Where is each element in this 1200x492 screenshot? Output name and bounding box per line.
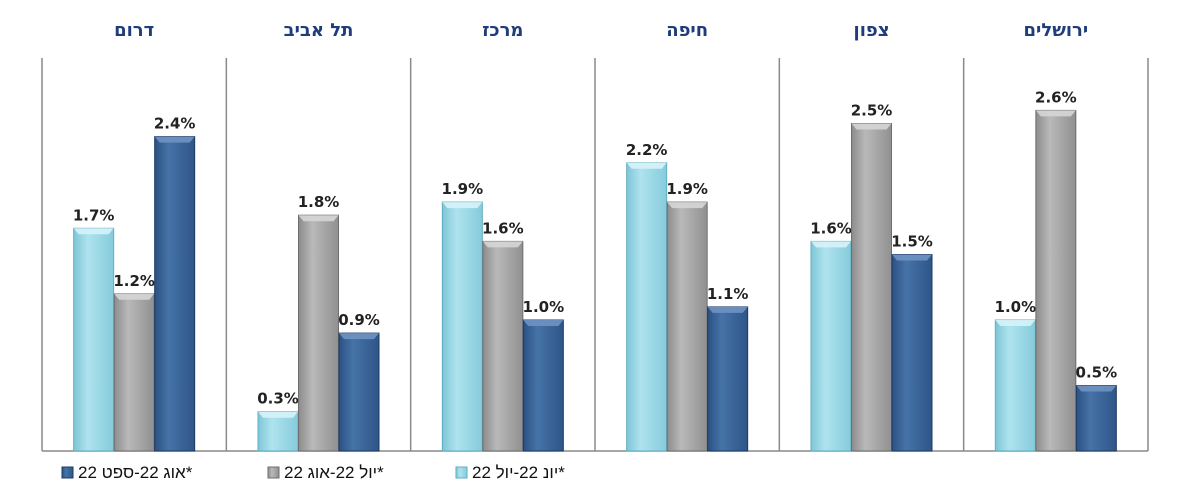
bar-cap [811, 241, 851, 248]
bar-body [851, 123, 892, 452]
legend-swatch [61, 466, 74, 479]
bar [522, 319, 564, 452]
data-label: 0.5% [1076, 364, 1118, 382]
bar-cap [995, 320, 1036, 326]
category-title: תל אביב [284, 20, 354, 41]
legend-item: יונ 22-יול 22* [455, 463, 565, 482]
bar [810, 240, 852, 452]
bar-body [891, 254, 933, 452]
bar-cap [626, 162, 667, 169]
bar [298, 214, 339, 452]
category-title: דרום [114, 20, 154, 41]
category-title: ירושלים [1023, 20, 1088, 41]
data-label: 2.6% [1035, 88, 1077, 106]
bar-body [666, 201, 708, 452]
bar-cap [258, 411, 298, 418]
bar [113, 293, 155, 452]
category-title: חיפה [666, 20, 708, 41]
legend-label: יול 22-אוג 22* [284, 463, 384, 482]
bar-body [626, 162, 668, 452]
bar-cap [667, 202, 708, 209]
bar-body [707, 306, 749, 452]
bar [1075, 385, 1117, 452]
bar [338, 332, 380, 452]
bar [1035, 109, 1077, 452]
bar-body [482, 240, 524, 452]
legend-item: אוג 22-ספט 22* [61, 463, 193, 482]
data-label: 1.0% [523, 298, 565, 316]
category-title: צפון [854, 20, 890, 41]
data-label: 2.2% [626, 141, 668, 159]
bar-cap [114, 293, 155, 300]
bar-cap [482, 241, 523, 248]
bar-cap [851, 123, 892, 130]
data-label: 0.9% [338, 311, 380, 329]
bar [441, 201, 483, 452]
bar-cap [1035, 110, 1076, 117]
legend-label: אוג 22-ספט 22* [78, 463, 193, 482]
bar-body [441, 201, 483, 452]
data-label: 2.5% [851, 102, 893, 120]
legend-item: יול 22-אוג 22* [267, 463, 384, 482]
category-title: מרכז [482, 20, 523, 41]
bar [626, 162, 668, 452]
bar-cap [154, 136, 195, 143]
bar [257, 411, 299, 452]
bar-body [1075, 385, 1117, 452]
data-label: 1.8% [298, 193, 340, 211]
bar-body [154, 136, 196, 452]
data-label: 1.6% [482, 219, 524, 237]
plot-area: ירושלים 1.0% 2.6% 0.5% צפון 1.6% 2.5% 1.5% חיפה 2… [41, 20, 1149, 452]
bar-cap [523, 320, 564, 326]
bar [666, 201, 708, 452]
bar-body [1035, 109, 1077, 452]
bar-cap [892, 254, 932, 261]
data-label: 2.4% [154, 115, 196, 133]
data-label: 0.3% [257, 390, 299, 408]
bar-cap [298, 215, 339, 222]
bar-cap [73, 228, 114, 235]
bar [707, 306, 749, 452]
bar-body [113, 293, 155, 452]
bar-body [298, 214, 339, 452]
legend-swatch [267, 466, 280, 479]
data-label: 1.9% [442, 180, 484, 198]
bar-body [522, 319, 564, 452]
data-label: 1.0% [995, 298, 1037, 316]
bar [891, 254, 933, 452]
bar [851, 123, 892, 452]
data-label: 1.1% [707, 285, 749, 303]
bar-cap [339, 333, 379, 340]
bar [482, 240, 524, 452]
legend: אוג 22-ספט 22* יול 22-אוג 22* יונ 22-יול 2… [61, 463, 565, 482]
bar-body [257, 411, 299, 452]
legend-swatch [455, 466, 468, 479]
bar-body [338, 332, 380, 452]
bar-cap [442, 202, 483, 209]
data-label: 1.7% [73, 206, 115, 224]
data-label: 1.5% [891, 233, 933, 251]
legend-label: יונ 22-יול 22* [472, 463, 565, 482]
bar-cap [1076, 385, 1117, 392]
data-label: 1.2% [113, 272, 155, 290]
bar-body [73, 227, 115, 452]
bar-body [994, 319, 1036, 452]
bar-body [810, 240, 852, 452]
data-label: 1.6% [810, 219, 852, 237]
bar-cap [707, 306, 748, 313]
bar [154, 136, 196, 452]
bar [73, 227, 115, 452]
data-label: 1.9% [666, 180, 708, 198]
bar [994, 319, 1036, 452]
